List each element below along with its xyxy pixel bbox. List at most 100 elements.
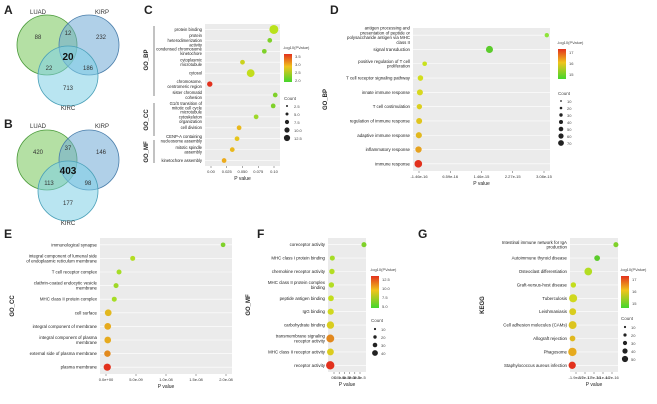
x-tick-label: 0.0 <box>331 375 337 380</box>
venn-count: 420 <box>33 150 44 156</box>
venn-set-kirc <box>37 160 99 222</box>
category-label: clathrin-coated endocytic vesicle membran… <box>34 281 98 291</box>
panel-letter: E <box>4 227 12 241</box>
count-dot <box>559 120 563 124</box>
venn-count: 98 <box>85 181 92 187</box>
category-label: Phagosome <box>544 349 568 354</box>
panel-f: F -log10(PValue) 12.5 10.0 7.5 5.0 Count… <box>257 227 397 356</box>
category-label: Cell adhesion molecules (CAMs) <box>503 323 567 328</box>
category-label: kinetochore assembly <box>162 158 203 163</box>
x-tick-label: 0.0e+00 <box>99 377 114 382</box>
count-dot <box>622 340 628 346</box>
y-axis-label: GO_BP <box>323 89 329 110</box>
color-scale-bar <box>371 276 379 308</box>
legend-tick: 16 <box>632 289 637 294</box>
data-point <box>326 321 335 329</box>
data-point <box>220 242 226 248</box>
count-dot <box>558 140 564 146</box>
category-label: immunological synapse <box>51 242 97 247</box>
category-label: inflammatory response <box>366 147 411 152</box>
count-title: Count <box>558 91 571 96</box>
category-label: Autoimmune thyroid disease <box>512 256 568 261</box>
data-point <box>417 75 424 81</box>
data-point <box>329 268 335 275</box>
data-point <box>329 255 335 261</box>
count-dot <box>558 133 564 139</box>
count-value: 20 <box>567 106 572 111</box>
panel-g: G -log10(PValue) 17 16 15 Count 10 20 30… <box>418 227 647 363</box>
data-point <box>103 363 111 371</box>
count-value: 30 <box>631 341 636 346</box>
panel-letter: A <box>4 3 13 17</box>
legend-tick: 7.5 <box>382 295 388 300</box>
x-tick-label: 2.0e-5 <box>349 375 361 380</box>
legend-gradient: -log10(PValue) 12.5 10.0 7.5 5.0 <box>370 267 397 309</box>
x-tick-label: 5.0e-6 <box>334 375 346 380</box>
count-dot <box>373 335 377 339</box>
x-tick-label: 4.2e-16 <box>605 375 619 380</box>
venn-count: 713 <box>63 86 74 92</box>
plot-area <box>413 28 550 171</box>
count-dot <box>372 350 378 356</box>
category-label: protein heterodimerization activity <box>168 33 203 47</box>
category-label: transmembrane signaling receptor activity <box>276 334 326 344</box>
group-label: GO_MF <box>144 141 150 163</box>
legend-title: -log10(PValue) <box>620 267 647 272</box>
count-dot <box>560 100 562 102</box>
count-value: 20 <box>381 335 386 340</box>
count-value: 2.5 <box>294 104 300 109</box>
group-label: GO_BP <box>144 49 150 70</box>
category-label: G1/S transition of mitotic cell cycle <box>170 101 203 111</box>
category-label: Tuberculosis <box>542 296 568 301</box>
y-axis-label: GO_CC <box>10 295 16 317</box>
count-dot <box>558 126 564 132</box>
x-tick-label: -1.46e-16 <box>410 174 428 179</box>
plot-g: Intestinal immune network for IgA product… <box>480 238 620 388</box>
x-tick-label: 3.08e-15 <box>536 174 553 179</box>
count-value: 40 <box>631 349 636 354</box>
category-label: T cell receptor signaling pathway <box>346 76 411 81</box>
data-point <box>111 296 117 302</box>
category-label: condensed chromosome kinetochore <box>156 46 203 56</box>
data-point <box>326 334 335 343</box>
data-point <box>416 89 423 96</box>
count-dot <box>621 355 629 363</box>
category-label: CENP-A containing nucleosome assembly <box>161 134 203 144</box>
venn-count-center: 20 <box>62 52 74 63</box>
data-point <box>594 255 601 261</box>
category-label: regulation of immune response <box>350 118 411 123</box>
category-label: chemokine receptor activity <box>272 269 326 274</box>
count-dot <box>286 105 288 107</box>
venn-count-center: 403 <box>60 166 77 177</box>
venn-count: 186 <box>83 66 94 72</box>
venn-label-kirp: KIRP <box>95 124 109 130</box>
category-label: T cell receptor complex <box>52 270 98 275</box>
panel-c: C GO_BP GO_CC GO_MF -log10(PValue) 3.5 3… <box>144 3 310 163</box>
category-label: MHC class II protein complex <box>40 297 98 302</box>
legend-count: Count 10 20 30 40 50 60 70 <box>558 91 572 146</box>
category-label: integral component of lumenal side of end… <box>26 254 97 264</box>
data-point <box>221 158 227 163</box>
panel-letter: F <box>257 227 264 241</box>
panel-letter: B <box>4 117 13 131</box>
count-value: 12.5 <box>294 136 303 141</box>
legend-tick: 15 <box>632 301 637 306</box>
x-axis-label: P value <box>339 382 356 388</box>
data-point <box>240 59 245 65</box>
legend-count: Count 10 20 30 40 <box>371 318 386 356</box>
data-point <box>130 255 136 261</box>
count-value: 70 <box>567 141 572 146</box>
data-point <box>267 38 273 43</box>
x-tick-label: 8.0e-17 <box>578 375 592 380</box>
category-label: sister chromatid cohesion <box>172 90 202 100</box>
count-dot <box>559 113 563 117</box>
data-point <box>104 336 112 344</box>
category-label: MHC class II receptor activity <box>268 349 326 354</box>
category-label: positive regulation of T cell proliferati… <box>358 59 410 69</box>
data-point <box>116 269 122 275</box>
count-value: 50 <box>567 127 572 132</box>
color-scale-bar <box>284 54 292 82</box>
legend-tick: 17 <box>632 277 637 282</box>
